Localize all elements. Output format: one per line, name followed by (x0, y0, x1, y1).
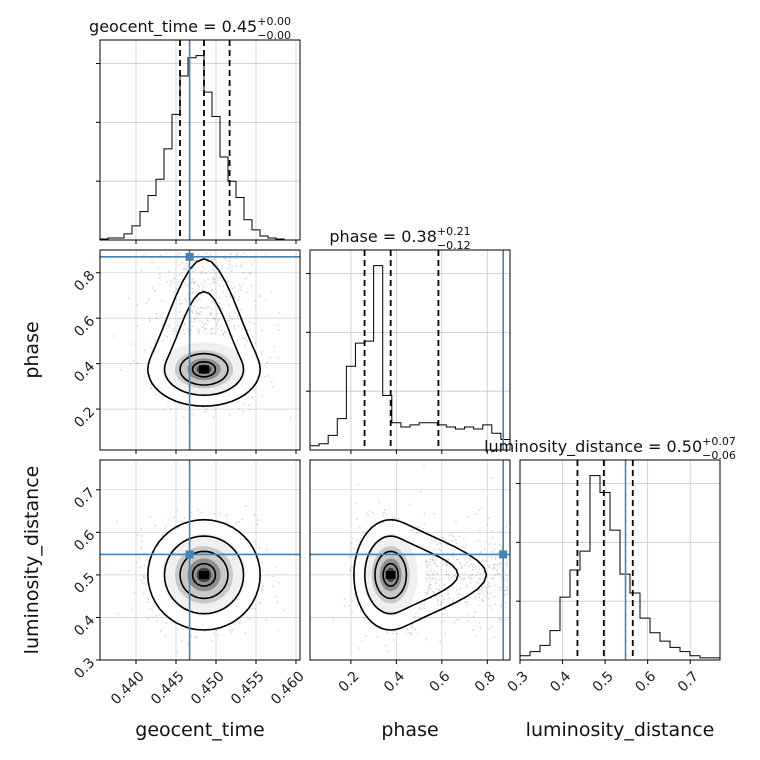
scatter-panel-phase-vs-luminosity_distance (309, 459, 511, 664)
panel-content (100, 250, 300, 450)
y-tick-label: 0.6 (71, 313, 98, 340)
y-tick-label: 0.4 (71, 359, 98, 386)
truth-marker (185, 252, 194, 261)
title-sup: +0.07 (702, 435, 736, 448)
density-peak (385, 570, 396, 579)
contour-line (363, 535, 459, 615)
x-tick-label: 0.450 (188, 668, 228, 708)
panel-frame (309, 249, 511, 451)
x-axis-label-geocent_time: geocent_time (135, 719, 264, 741)
y-tick-label: 0.2 (71, 404, 98, 431)
x-axis-label-phase: phase (381, 719, 438, 741)
title-text: phase = 0.38 (329, 227, 436, 246)
panel-content (310, 460, 510, 660)
y-tick-label: 0.8 (71, 268, 98, 295)
y-tick-label: 0.3 (71, 655, 98, 682)
panel-frame (99, 39, 301, 241)
histogram-panel-phase (306, 249, 511, 454)
contour-line (163, 535, 245, 615)
panel-frame (99, 249, 301, 451)
x-tick-label: 0.3 (505, 668, 532, 695)
contour-line (191, 562, 217, 587)
x-tick-label: 0.7 (675, 668, 702, 695)
x-tick-label: 0.4 (547, 668, 574, 695)
title-text: luminosity_distance = 0.50 (484, 437, 702, 457)
x-tick-label: 0.8 (472, 668, 499, 695)
panel-frame (99, 459, 301, 661)
x-axis-label-luminosity_distance: luminosity_distance (526, 719, 715, 741)
contour-line (146, 258, 262, 407)
histogram-step-geocent_time (99, 55, 300, 241)
y-tick-label: 0.5 (71, 570, 98, 597)
panel-title-luminosity_distance: luminosity_distance = 0.50+0.07 (484, 435, 736, 457)
contour-line (191, 360, 217, 378)
density-peak (199, 365, 209, 374)
x-tick-label: 0.5 (590, 668, 617, 695)
title-sub: −0.00 (257, 29, 291, 42)
title-sup: +0.21 (437, 225, 471, 238)
title-sub: −0.06 (702, 449, 736, 462)
histogram-panel-luminosity_distance (516, 459, 721, 664)
x-tick-label: 0.4 (381, 668, 408, 695)
x-tick-label: 0.6 (632, 668, 659, 695)
y-tick-label: 0.6 (71, 527, 98, 554)
contour-line (382, 562, 400, 587)
panel-frame (519, 459, 721, 661)
x-tick-label: 0.6 (426, 668, 453, 695)
x-tick-label: 0.440 (108, 668, 148, 708)
scatter-panel-geocent_time-vs-phase (96, 249, 301, 454)
contour-line (146, 518, 262, 631)
panel-frame (309, 459, 511, 661)
x-tick-label: 0.2 (336, 668, 363, 695)
scatter-panel-geocent_time-vs-luminosity_distance (96, 459, 301, 664)
y-axis-label-luminosity_distance: luminosity_distance (21, 466, 43, 655)
panel-content (100, 460, 300, 660)
x-tick-label: 0.445 (148, 668, 188, 708)
contour-line (179, 352, 229, 386)
x-tick-label: 0.455 (228, 668, 268, 708)
y-tick-label: 0.7 (71, 485, 98, 512)
title-sub: −0.12 (437, 239, 471, 252)
truth-marker (185, 550, 194, 559)
truth-marker (499, 550, 508, 559)
y-axis-label-phase: phase (21, 321, 43, 378)
histogram-step-phase (309, 265, 511, 450)
contour-line (353, 518, 488, 631)
histogram-panel-geocent_time (96, 39, 301, 244)
histogram-step-luminosity_distance (519, 475, 721, 660)
y-tick-label: 0.4 (71, 612, 98, 639)
x-tick-label: 0.460 (268, 668, 308, 708)
title-text: geocent_time = 0.45 (89, 17, 257, 37)
panel-title-geocent_time: geocent_time = 0.45+0.00 (89, 15, 291, 37)
title-sup: +0.00 (257, 15, 291, 28)
density-peak (199, 570, 209, 579)
panel-title-phase: phase = 0.38+0.21 (329, 225, 470, 246)
contour-line (163, 290, 245, 397)
